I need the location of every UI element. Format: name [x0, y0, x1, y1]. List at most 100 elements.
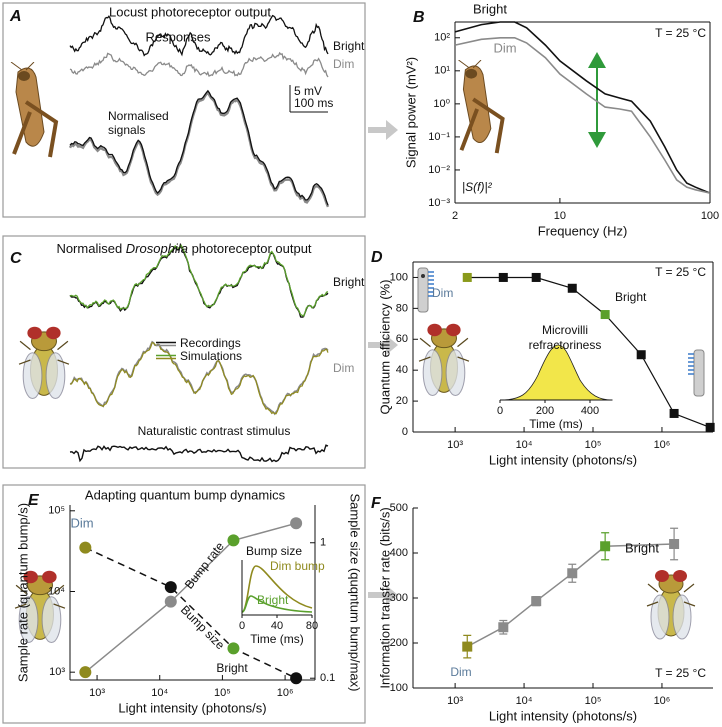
marker	[462, 272, 472, 282]
x-axis-label: Light intensity (photons/s)	[489, 708, 637, 723]
x-tick-label: 10⁶	[654, 695, 671, 707]
annotation: Bright	[615, 290, 647, 304]
series-label: Bump size	[178, 603, 228, 653]
locust-image	[9, 62, 58, 159]
y-tick-label: 10⁻²	[428, 164, 450, 176]
annotation: signals	[108, 123, 145, 137]
marker	[79, 541, 92, 554]
x-tick-label: 100	[701, 210, 719, 222]
x-tick-label: 10⁴	[516, 439, 533, 451]
x-tick-label: 10⁶	[277, 687, 294, 699]
x-axis-label: Light intensity (photons/s)	[489, 452, 637, 467]
locust-image	[459, 60, 503, 153]
series-line	[84, 522, 297, 673]
marker	[227, 534, 240, 547]
inset-axis-label: Time (ms)	[250, 632, 304, 646]
y-tick-label: 0	[402, 426, 408, 438]
y2-axis-label: Sample size (quqntum bump/max)	[348, 494, 363, 692]
simulation-trace	[69, 341, 329, 415]
panel-letter: A	[9, 8, 22, 25]
annotation: Dim	[70, 515, 93, 530]
series-line	[454, 21, 711, 194]
series-label: Bump rate	[182, 539, 227, 592]
scale-label: 5 mV	[294, 84, 322, 98]
annotation: T = 25 °C	[655, 265, 706, 279]
photoreceptor-icon	[417, 267, 434, 313]
marker	[498, 272, 508, 282]
y-tick-label: 200	[390, 637, 408, 649]
y-tick-label: 500	[390, 502, 408, 514]
x-tick-label: 10⁶	[654, 439, 671, 451]
legend-label: Simulations	[180, 349, 242, 363]
x-tick-label: 10	[554, 210, 566, 222]
annotation: Responses	[145, 29, 211, 44]
arrow	[368, 585, 398, 605]
inset-label: Bright	[257, 593, 289, 607]
marker	[290, 672, 303, 685]
marker	[498, 622, 509, 633]
marker	[164, 595, 177, 608]
y-axis-label: Quantum efficiency (%)	[377, 280, 392, 415]
marker	[531, 596, 542, 607]
title-part: Normalised	[56, 241, 125, 256]
y-axis-label: Sample rate (quantum bump/s)	[15, 503, 30, 682]
x-tick-label: 2	[452, 210, 458, 222]
panel-letter: D	[371, 249, 383, 266]
marker	[164, 581, 177, 594]
inset-tick-label: 80	[306, 620, 318, 632]
response-trace	[69, 14, 329, 57]
inset-label: Dim bump	[270, 559, 325, 573]
inset-title: Microvilli	[542, 323, 588, 337]
x-tick-label: 10⁵	[214, 687, 231, 699]
panel-frame	[2, 235, 366, 469]
y2-tick-label: 0.1	[320, 672, 335, 684]
y-tick-label: 10⁻³	[428, 197, 450, 209]
recording-trace	[69, 244, 329, 318]
marker	[567, 568, 578, 579]
legend-label: Dim	[333, 361, 354, 375]
green-arrow	[588, 52, 606, 148]
simulation-trace	[69, 243, 329, 317]
fly-image	[646, 569, 696, 640]
arrow	[368, 335, 398, 355]
panel-frame	[2, 2, 366, 218]
annotation: Bright	[216, 661, 248, 675]
marker	[600, 541, 611, 552]
inset-tick-label: 200	[536, 405, 554, 417]
response-trace	[69, 51, 329, 78]
marker	[227, 642, 240, 655]
legend-label: Bright	[473, 1, 507, 16]
panel-letter: C	[10, 250, 22, 267]
marker	[531, 272, 541, 282]
annotation: Dim	[450, 665, 471, 679]
stimulus-trace	[69, 444, 329, 463]
legend-label: Dim	[493, 40, 516, 55]
series-line	[466, 543, 675, 648]
inset-axis-label: Time (ms)	[529, 417, 583, 431]
y-tick-label: 100	[390, 682, 408, 694]
inset-tick-label: 40	[271, 620, 283, 632]
legend-label: Recordings	[180, 336, 241, 350]
marker	[290, 517, 303, 530]
x-axis-label: Frequency (Hz)	[538, 223, 628, 238]
annotation: Naturalistic contrast stimulus	[138, 424, 291, 438]
legend-label: Dim	[333, 57, 354, 71]
y-tick-label: 10⁰	[433, 98, 450, 110]
y-tick-label: 10⁴	[48, 585, 65, 597]
marker	[567, 283, 577, 293]
y-tick-label: 60	[396, 333, 408, 345]
inset-tick-label: 400	[581, 405, 599, 417]
x-axis-label: Light intensity (photons/s)	[118, 700, 266, 715]
annotation: T = 25 °C	[655, 666, 706, 680]
marker	[462, 641, 473, 652]
fly-image	[418, 323, 470, 397]
inset-tick-label: 0	[497, 405, 503, 417]
y-axis-label: Signal power (mV²)	[403, 57, 418, 168]
annotation: |S(f)|²	[462, 180, 493, 194]
annotation: T = 25 °C	[655, 26, 706, 40]
y-tick-label: 10²	[434, 32, 450, 44]
normalised-trace	[69, 89, 329, 206]
y-tick-label: 400	[390, 547, 408, 559]
x-tick-label: 10⁴	[151, 687, 168, 699]
y-tick-label: 10⁻¹	[428, 131, 450, 143]
